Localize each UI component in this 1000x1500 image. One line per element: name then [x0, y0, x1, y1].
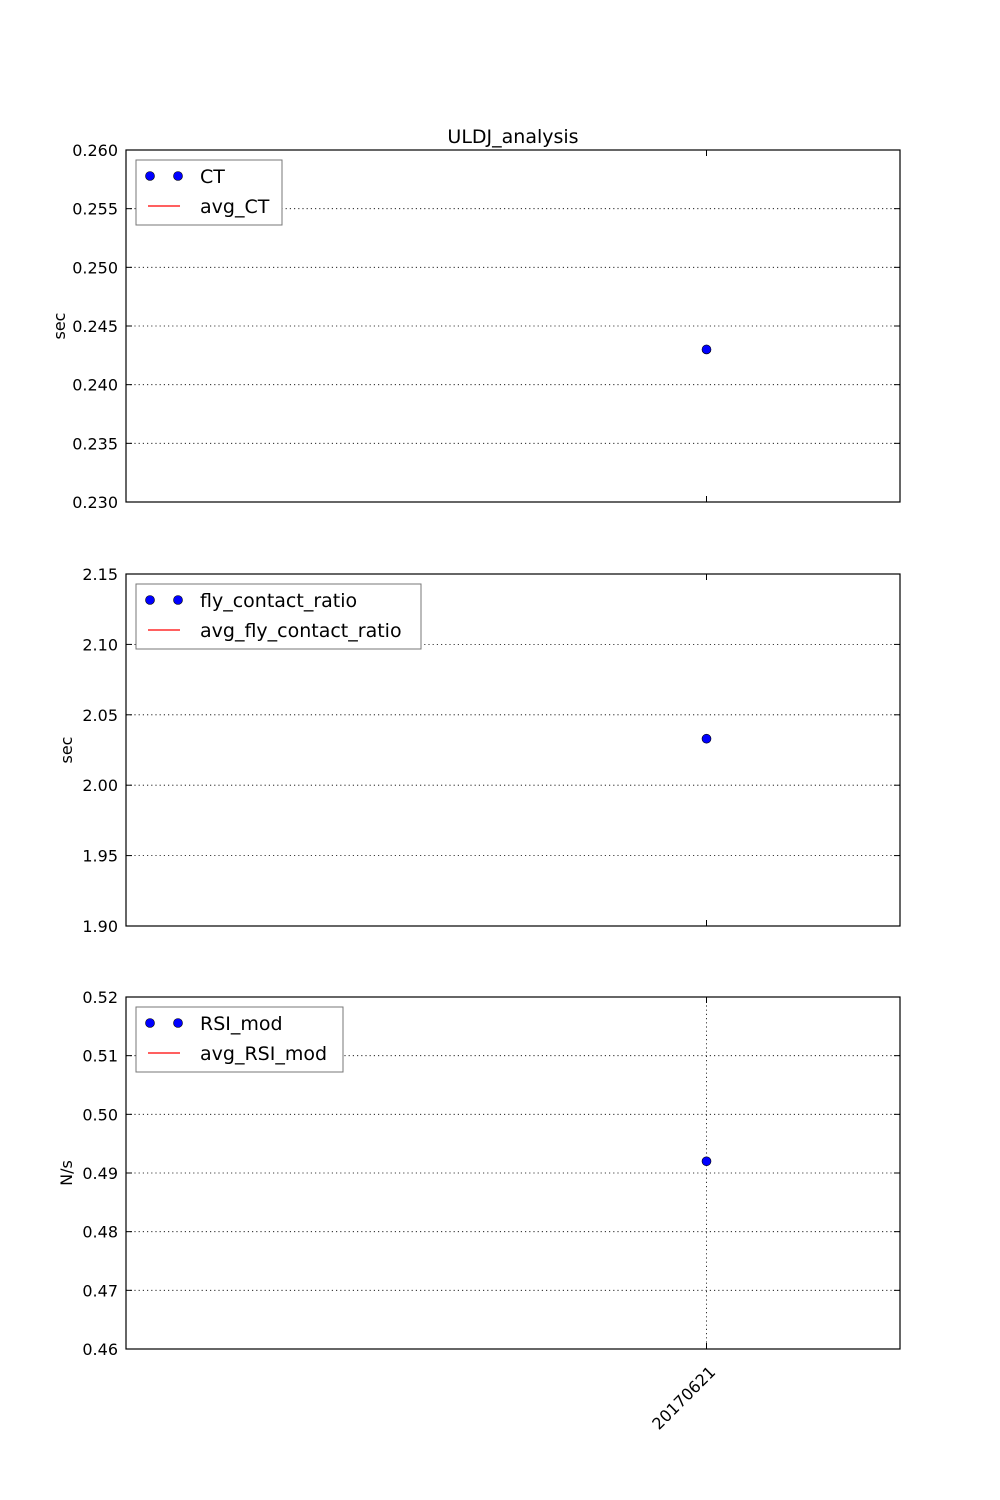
legend: RSI_mod avg_RSI_mod [135, 1006, 344, 1073]
ytick-label: 0.46 [82, 1340, 118, 1359]
ytick-label: 2.10 [82, 635, 118, 654]
legend-label: fly_contact_ratio [200, 590, 357, 612]
legend-label: RSI_mod [200, 1013, 283, 1035]
ytick-label: 1.90 [82, 917, 118, 936]
plot-frame [125, 996, 901, 1350]
legend-marker-point [173, 1018, 183, 1028]
y-axis-label: sec [50, 313, 69, 340]
legend-marker-point [145, 171, 155, 181]
ytick-label: 1.95 [82, 847, 118, 866]
chart-panel-1: ULDJ_analysis 0.230 0.235 0.240 0.245 0.250 0.… [50, 126, 901, 512]
legend-marker-point [145, 595, 155, 605]
legend: CT avg_CT [135, 159, 283, 226]
legend: fly_contact_ratio avg_fly_contact_ratio [135, 583, 422, 650]
ytick-label: 2.15 [82, 565, 118, 584]
ytick-label: 0.52 [82, 988, 118, 1007]
ytick-label: 0.260 [72, 141, 118, 160]
data-point [701, 733, 712, 744]
legend-label: avg_RSI_mod [200, 1043, 327, 1065]
y-axis-label: N/s [57, 1160, 76, 1186]
chart-title: ULDJ_analysis [447, 126, 578, 148]
ytick-label: 0.50 [82, 1105, 118, 1124]
data-point [701, 344, 712, 355]
legend-label: avg_fly_contact_ratio [200, 620, 402, 642]
chart-panel-2: 1.90 1.95 2.00 2.05 2.10 2.15 sec fly_contact_r… [57, 565, 901, 936]
ytick-label: 0.245 [72, 317, 118, 336]
legend-label: CT [200, 166, 225, 188]
xtick-label: 20170621 [648, 1362, 719, 1433]
ytick-label: 0.235 [72, 434, 118, 453]
legend-marker-point [145, 1018, 155, 1028]
data-point [701, 1156, 712, 1167]
legend-box [135, 159, 283, 226]
legend-label: avg_CT [200, 196, 270, 218]
legend-box [135, 583, 422, 650]
ytick-label: 0.47 [82, 1281, 118, 1300]
legend-marker-point [173, 595, 183, 605]
ytick-label: 0.51 [82, 1047, 118, 1066]
legend-marker-point [173, 171, 183, 181]
chart-panel-3: 0.46 0.47 0.48 0.49 0.50 0.51 0.52 20170621 N/s R… [57, 988, 901, 1433]
ytick-label: 0.49 [82, 1164, 118, 1183]
legend-box [135, 1006, 344, 1073]
ytick-label: 0.230 [72, 493, 118, 512]
plot-frame [125, 149, 901, 503]
ytick-label: 0.250 [72, 258, 118, 277]
y-axis-label: sec [57, 737, 76, 764]
ytick-label: 0.240 [72, 376, 118, 395]
ytick-label: 2.05 [82, 706, 118, 725]
plot-frame [125, 573, 901, 927]
ytick-label: 0.255 [72, 200, 118, 219]
ytick-label: 2.00 [82, 776, 118, 795]
ytick-label: 0.48 [82, 1223, 118, 1242]
